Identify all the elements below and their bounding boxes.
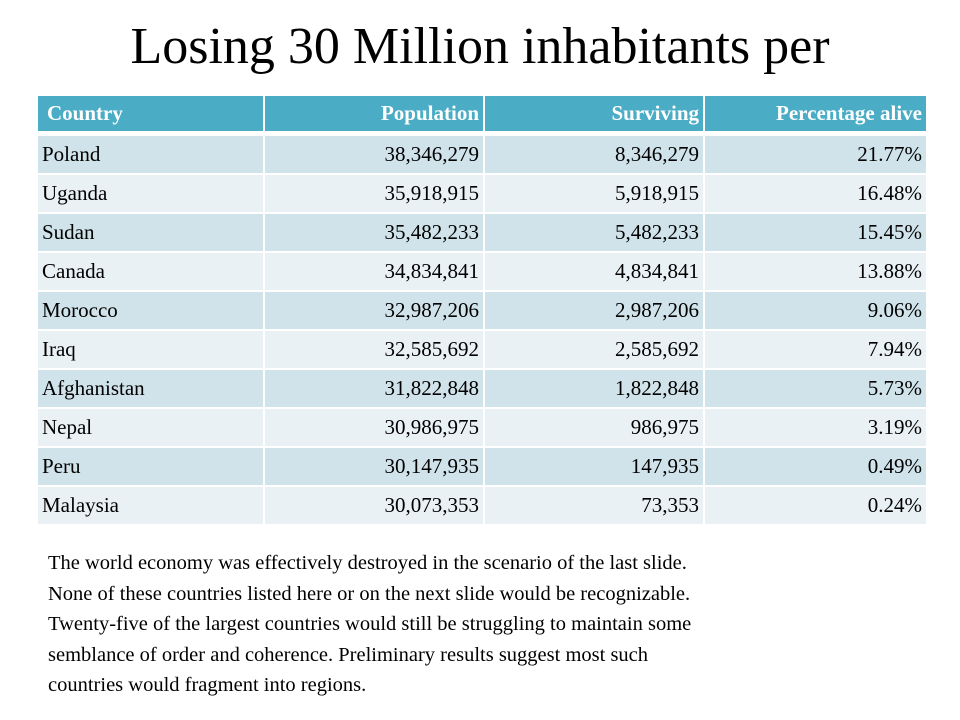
slide-title: Losing 30 Million inhabitants per [130, 18, 830, 75]
cell-country: Nepal [38, 408, 265, 448]
cell-population: 30,986,975 [264, 408, 485, 448]
cell-percentage-alive: 13.88% [704, 252, 926, 292]
notes-line: countries would fragment into regions. [48, 674, 367, 696]
cell-country: Afghanistan [38, 369, 265, 409]
cell-surviving: 5,918,915 [484, 174, 705, 214]
header-population: Population [264, 96, 485, 136]
cell-country: Sudan [38, 213, 265, 253]
cell-population: 32,585,692 [264, 330, 485, 370]
cell-surviving: 5,482,233 [484, 213, 705, 253]
notes-line: None of these countries listed here or o… [48, 582, 691, 605]
table-row: Nepal 30,986,975 986,975 3.19% [38, 408, 926, 448]
cell-population: 34,834,841 [264, 252, 485, 292]
cell-percentage-alive: 9.06% [704, 291, 926, 331]
cell-population: 30,073,353 [264, 486, 485, 526]
cell-surviving: 2,987,206 [484, 291, 705, 331]
table-row: Afghanistan 31,822,848 1,822,848 5.73% [38, 369, 926, 409]
header-country: Country [38, 96, 265, 136]
cell-country: Poland [38, 133, 265, 175]
cell-country: Malaysia [38, 486, 265, 526]
cell-surviving: 73,353 [484, 486, 705, 526]
cell-percentage-alive: 7.94% [704, 330, 926, 370]
cell-percentage-alive: 16.48% [704, 174, 926, 214]
cell-surviving: 8,346,279 [484, 133, 705, 175]
cell-percentage-alive: 3.19% [704, 408, 926, 448]
header-surviving: Surviving [484, 96, 705, 136]
cell-country: Canada [38, 252, 265, 292]
table-row: Iraq 32,585,692 2,585,692 7.94% [38, 330, 926, 370]
cell-population: 31,822,848 [264, 369, 485, 409]
header-percentage-alive: Percentage alive [704, 96, 926, 136]
cell-country: Peru [38, 447, 265, 487]
cell-percentage-alive: 21.77% [704, 133, 926, 175]
cell-population: 35,482,233 [264, 213, 485, 253]
population-table: Country Population Surviving Percentage … [38, 96, 926, 526]
notes-line: semblance of order and coherence. Prelim… [48, 643, 649, 666]
cell-percentage-alive: 15.45% [704, 213, 926, 253]
table-row: Uganda 35,918,915 5,918,915 16.48% [38, 174, 926, 214]
cell-surviving: 1,822,848 [484, 369, 705, 409]
table-row: Canada 34,834,841 4,834,841 13.88% [38, 252, 926, 292]
notes-line: The world economy was effectively destro… [48, 552, 687, 574]
slide-notes: The world economy was effectively destro… [48, 548, 908, 701]
cell-surviving: 147,935 [484, 447, 705, 487]
cell-surviving: 2,585,692 [484, 330, 705, 370]
cell-country: Iraq [38, 330, 265, 370]
table-header-row: Country Population Surviving Percentage … [38, 96, 926, 136]
table-row: Malaysia 30,073,353 73,353 0.24% [38, 486, 926, 526]
table-row: Morocco 32,987,206 2,987,206 9.06% [38, 291, 926, 331]
cell-surviving: 986,975 [484, 408, 705, 448]
table-body: Poland 38,346,279 8,346,279 21.77% Uganda 35,… [38, 133, 926, 526]
table-row: Sudan 35,482,233 5,482,233 15.45% [38, 213, 926, 253]
cell-country: Morocco [38, 291, 265, 331]
table-row: Poland 38,346,279 8,346,279 21.77% [38, 133, 926, 175]
cell-country: Uganda [38, 174, 265, 214]
cell-percentage-alive: 0.49% [704, 447, 926, 487]
cell-population: 32,987,206 [264, 291, 485, 331]
cell-population: 30,147,935 [264, 447, 485, 487]
cell-surviving: 4,834,841 [484, 252, 705, 292]
cell-percentage-alive: 5.73% [704, 369, 926, 409]
cell-percentage-alive: 0.24% [704, 486, 926, 526]
cell-population: 35,918,915 [264, 174, 485, 214]
notes-line: Twenty-five of the largest countries wou… [48, 613, 692, 635]
table-row: Peru 30,147,935 147,935 0.49% [38, 447, 926, 487]
cell-population: 38,346,279 [264, 133, 485, 175]
